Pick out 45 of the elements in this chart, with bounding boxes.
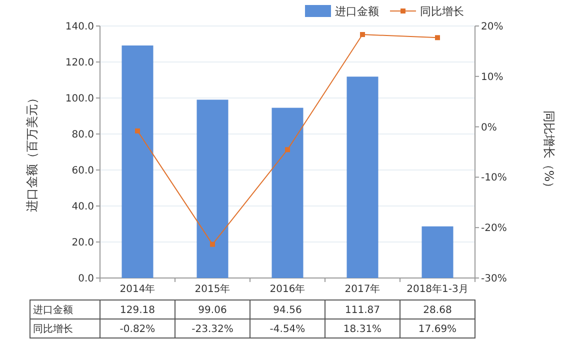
data-label: 18.31% (343, 324, 382, 335)
y2-tick-label: -20% (481, 223, 507, 234)
data-label: -4.54% (270, 324, 306, 335)
x-tick-label: 2018年1-3月 (406, 283, 468, 295)
y2-tick-label: 10% (481, 72, 504, 83)
data-label: 17.69% (418, 324, 457, 335)
y-tick-label: 100.0 (65, 94, 94, 104)
bar (272, 108, 304, 278)
y-axis-title: 进口金额（百万美元） (25, 92, 39, 212)
data-label: 94.56 (273, 305, 302, 316)
y2-tick-label: -30% (481, 274, 507, 284)
bar (422, 226, 454, 278)
text: 进口金额 (33, 305, 73, 316)
data-label: -0.82% (120, 324, 156, 335)
y-tick-label: 60.0 (72, 166, 94, 176)
point (435, 35, 440, 40)
y-tick-label: 0.0 (78, 274, 94, 284)
legend-label: 进口金额 (335, 5, 379, 18)
y-tick-label: 140.0 (65, 22, 94, 32)
point (210, 242, 215, 247)
bar (122, 45, 154, 278)
data-label: 111.87 (345, 305, 380, 316)
data-label: 129.18 (120, 305, 155, 316)
bar (196, 100, 228, 278)
text: 同比增长 (33, 324, 73, 335)
y-tick-label: 40.0 (72, 202, 94, 212)
y2-tick-label: 0% (481, 122, 497, 134)
legend-label: 同比增长 (420, 5, 464, 18)
point (135, 128, 140, 134)
point (285, 147, 290, 152)
y-tick-label: 120.0 (65, 58, 94, 68)
point (360, 32, 365, 38)
y2-axis-title: 同比增长（%） (542, 110, 556, 194)
y-tick-label: 20.0 (72, 238, 94, 248)
x-tick-label: 2016年 (270, 283, 306, 295)
y-tick-label: 80.0 (72, 130, 94, 140)
bar (346, 76, 378, 278)
x-tick-label: 2017年 (344, 283, 380, 295)
x-tick-label: 2014年 (120, 283, 156, 295)
data-label: -23.32% (192, 324, 234, 335)
y2-tick-label: 20% (481, 22, 504, 32)
y2-tick-label: -10% (481, 172, 507, 184)
x-tick-label: 2015年 (194, 283, 230, 295)
data-label: 99.06 (198, 305, 227, 316)
data-label: 28.68 (423, 305, 452, 316)
